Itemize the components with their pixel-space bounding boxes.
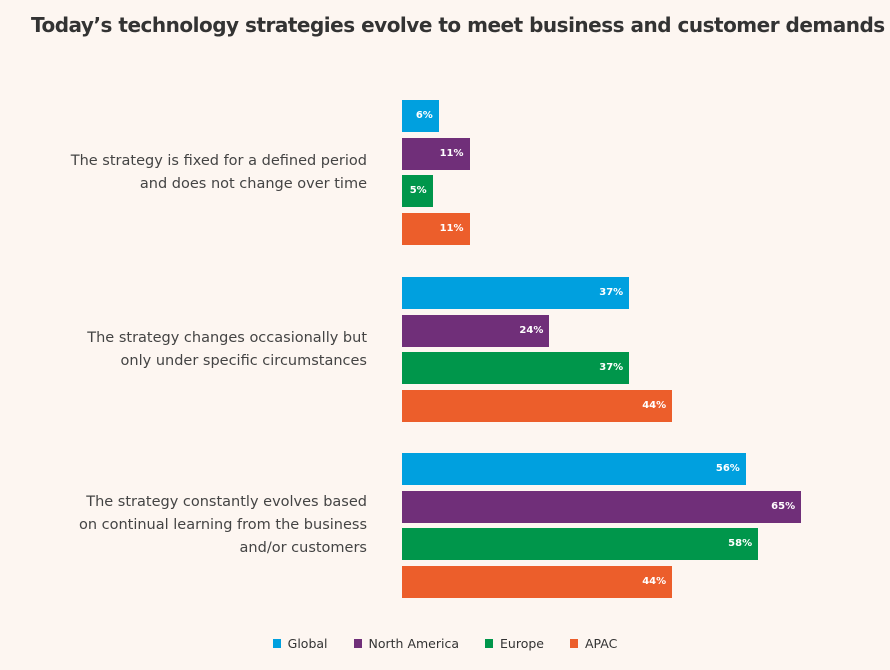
- legend-item: APAC: [569, 636, 618, 651]
- category-label: The strategy is fixed for a defined peri…: [47, 150, 367, 196]
- bar-north-america: [402, 137, 470, 170]
- category-label-line: and/or customers: [239, 540, 367, 557]
- bar-north-america: [402, 490, 802, 523]
- legend-label: Europe: [500, 636, 544, 651]
- bar-global: [402, 277, 630, 309]
- legend-swatch: [353, 639, 362, 648]
- data-label: 5%: [409, 185, 427, 197]
- bar-europe: [402, 352, 630, 385]
- category-label: The strategy changes occasionally but onl…: [47, 327, 367, 373]
- data-label: 24%: [519, 324, 544, 336]
- legend-swatch: [272, 639, 281, 648]
- category-label-line: The strategy changes occasionally but: [87, 329, 367, 346]
- category-label-line: on continual learning from the business: [78, 517, 367, 534]
- category-label-line: only under specific circumstances: [120, 352, 367, 369]
- bar-apac: [402, 390, 673, 423]
- data-label: 58%: [728, 538, 753, 550]
- legend-item: North America: [353, 636, 460, 651]
- bar-europe: [402, 175, 433, 208]
- bar-global: [402, 453, 746, 485]
- legend-swatch: [569, 639, 578, 648]
- data-label: 6%: [415, 110, 433, 121]
- data-label: 37%: [599, 362, 624, 374]
- legend-label: Global: [287, 636, 328, 651]
- bar-north-america: [402, 314, 550, 347]
- category-label-line: and does not change over time: [139, 175, 367, 192]
- bar-apac: [402, 566, 673, 599]
- legend-label: APAC: [584, 636, 618, 651]
- data-label: 44%: [642, 400, 667, 412]
- data-label: 11%: [439, 223, 464, 235]
- legend-item: Europe: [485, 636, 544, 651]
- legend-label: North America: [368, 636, 460, 651]
- legend-swatch: [485, 639, 494, 648]
- data-label: 11%: [439, 147, 464, 159]
- legend-item: Global: [272, 636, 328, 651]
- data-label: 44%: [642, 576, 667, 588]
- data-label: 65%: [771, 500, 796, 512]
- legend: Global North America Europe APAC: [0, 636, 890, 651]
- data-label: 37%: [599, 287, 624, 298]
- category-label-line: The strategy is fixed for a defined peri…: [70, 152, 367, 169]
- data-label: 56%: [715, 463, 740, 474]
- bar-europe: [402, 528, 759, 561]
- category-label: The strategy constantly evolves based on …: [47, 491, 367, 560]
- bar-apac: [402, 213, 470, 246]
- category-label-line: The strategy constantly evolves based: [86, 494, 367, 511]
- bar-global: [402, 100, 439, 132]
- chart-title: Today’s technology strategies evolve to …: [31, 13, 885, 37]
